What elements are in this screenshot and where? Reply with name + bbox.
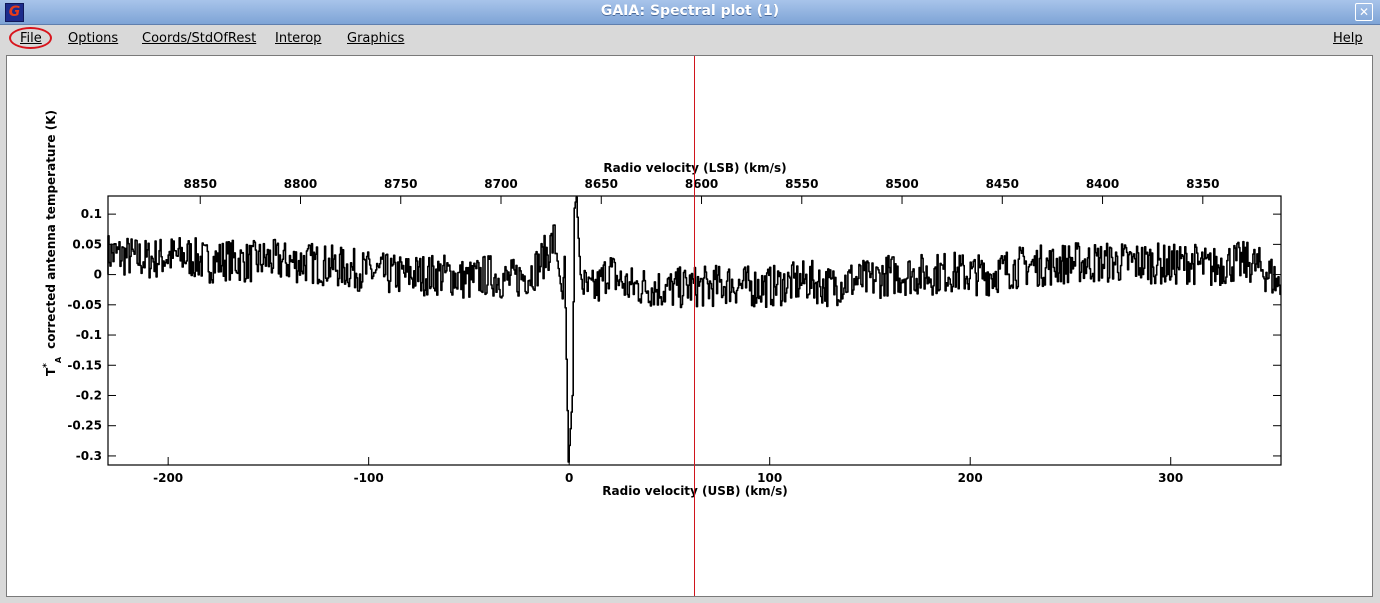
- menu-help[interactable]: Help: [1333, 31, 1363, 46]
- title-bar: G GAIA: Spectral plot (1) ✕: [0, 0, 1380, 25]
- x-tick-label: -200: [153, 471, 183, 485]
- plot-canvas[interactable]: Radio velocity (LSB) (km/s) Radio veloci…: [6, 55, 1373, 597]
- y-tick-label: 0: [94, 268, 102, 282]
- x-tick-label: 0: [565, 471, 573, 485]
- top-tick-label: 8650: [585, 177, 618, 191]
- menu-bar: File Options Coords/StdOfRest Interop Gr…: [0, 25, 1380, 52]
- close-icon[interactable]: ✕: [1355, 3, 1373, 21]
- x-tick-label: -100: [354, 471, 384, 485]
- top-tick-label: 8450: [986, 177, 1019, 191]
- top-tick-label: 8850: [184, 177, 217, 191]
- svg-text:T*Acorrected antenna temperatu: T*Acorrected antenna temperature (K): [42, 110, 63, 376]
- top-tick-label: 8400: [1086, 177, 1119, 191]
- y-tick-label: -0.15: [67, 358, 102, 372]
- x-tick-label: 200: [958, 471, 983, 485]
- y-tick-label: -0.25: [67, 419, 102, 433]
- top-tick-label: 8700: [484, 177, 517, 191]
- top-tick-label: 8350: [1186, 177, 1219, 191]
- spectral-plot[interactable]: Radio velocity (LSB) (km/s) Radio veloci…: [7, 56, 1372, 596]
- window-title: GAIA: Spectral plot (1): [600, 3, 780, 19]
- menu-options[interactable]: Options: [68, 31, 119, 46]
- y-tick-label: -0.05: [67, 298, 102, 312]
- menu-coords[interactable]: Coords/StdOfRest: [142, 31, 257, 46]
- y-tick-label: -0.2: [76, 388, 102, 402]
- top-tick-label: 8500: [885, 177, 918, 191]
- y-tick-label: -0.3: [76, 449, 102, 463]
- y-axis-label: T*Acorrected antenna temperature (K): [42, 110, 63, 376]
- top-tick-label: 8550: [785, 177, 818, 191]
- x-tick-label: 300: [1158, 471, 1183, 485]
- gaia-app-icon: G: [5, 3, 24, 22]
- y-tick-label: 0.05: [72, 237, 102, 251]
- menu-interop[interactable]: Interop: [275, 31, 322, 46]
- menu-graphics[interactable]: Graphics: [347, 31, 405, 46]
- y-tick-label: -0.1: [76, 328, 102, 342]
- top-tick-label: 8750: [384, 177, 417, 191]
- top-tick-label: 8600: [685, 177, 718, 191]
- top-tick-label: 8800: [284, 177, 317, 191]
- file-menu-highlight-circle: [9, 27, 52, 49]
- y-tick-label: 0.1: [81, 207, 102, 221]
- x-tick-label: 100: [757, 471, 782, 485]
